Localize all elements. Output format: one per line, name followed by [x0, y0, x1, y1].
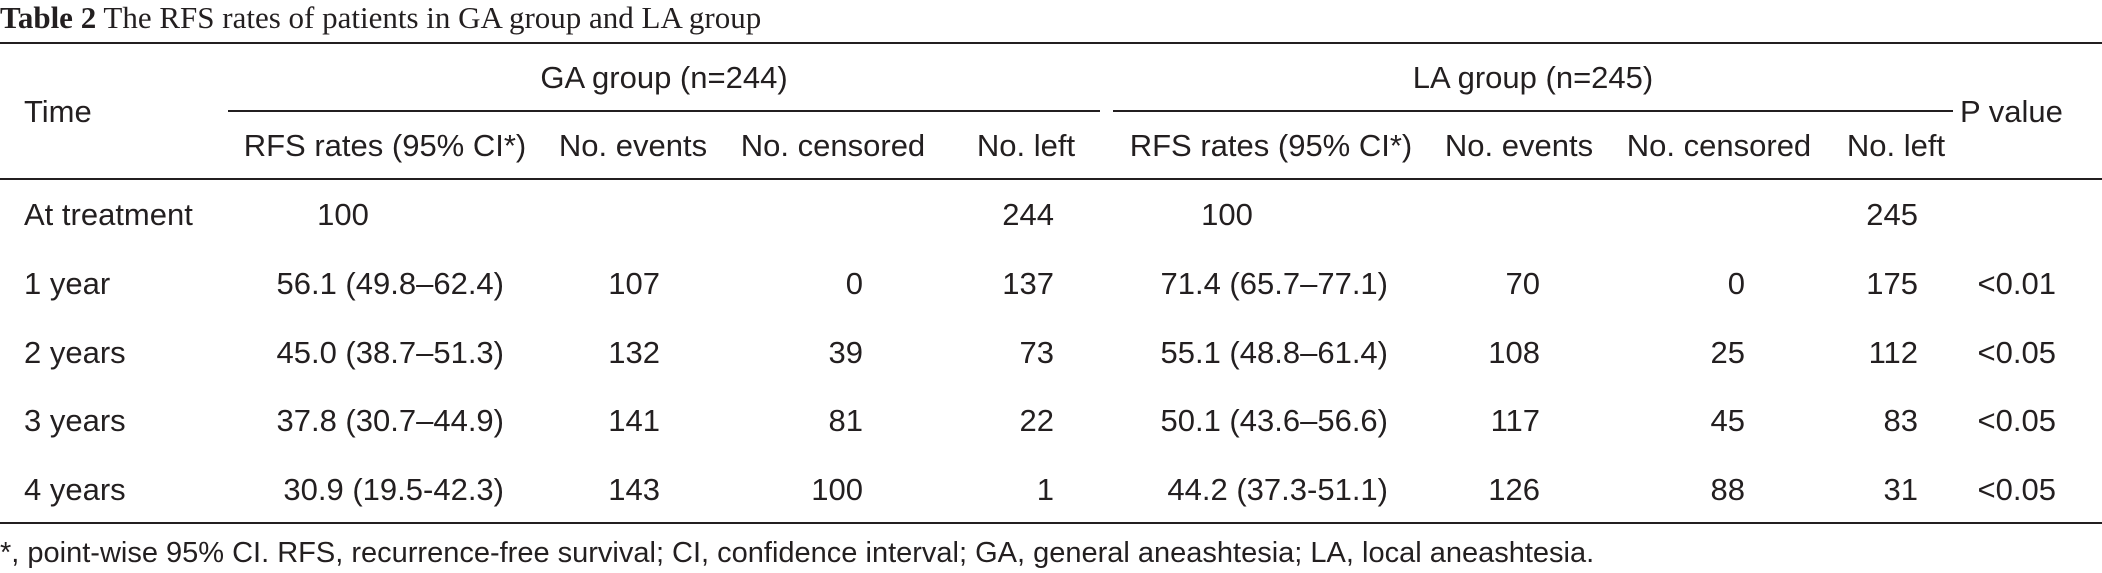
row-3-ga-events: 141: [608, 403, 660, 438]
row-1-la-censored: 0: [1727, 266, 1745, 301]
la-col-left: No. left: [1846, 128, 1946, 163]
row-3-la-rfs: 50.1 (43.6–56.6): [1160, 403, 1388, 438]
ga-col-events: No. events: [558, 128, 708, 163]
row-3-time: 3 years: [24, 403, 126, 438]
row-2-p-value: <0.05: [1977, 335, 2056, 370]
ga-group-underline: [228, 110, 1100, 112]
row-2-ga-events: 132: [608, 335, 660, 370]
ga-col-censored: No. censored: [740, 128, 926, 163]
table-caption-label: Table 2: [0, 0, 97, 35]
la-col-events: No. events: [1444, 128, 1594, 163]
row-1-ga-left: 137: [1002, 266, 1054, 301]
row-2-ga-left: 73: [1019, 335, 1054, 370]
row-3-la-left: 83: [1883, 403, 1918, 438]
row-4-la-left: 31: [1883, 472, 1918, 507]
row-0-la-rfs: 100: [1201, 197, 1253, 232]
header-p-value: P value: [1960, 94, 2063, 129]
row-1-la-rfs: 71.4 (65.7–77.1): [1160, 266, 1388, 301]
row-2-la-events: 108: [1488, 335, 1540, 370]
ga-col-left: No. left: [976, 128, 1076, 163]
row-3-la-events: 117: [1490, 403, 1540, 438]
bottom-rule: [0, 522, 2102, 524]
table-caption-title: The RFS rates of patients in GA group an…: [103, 0, 762, 35]
row-2-la-censored: 25: [1710, 335, 1745, 370]
row-3-ga-rfs: 37.8 (30.7–44.9): [276, 403, 504, 438]
row-2-la-left: 112: [1868, 335, 1918, 370]
row-1-p-value: <0.01: [1977, 266, 2056, 301]
header-rule: [0, 178, 2102, 180]
row-4-p-value: <0.05: [1977, 472, 2056, 507]
row-3-ga-left: 22: [1019, 403, 1054, 438]
top-rule: [0, 42, 2102, 44]
row-1-la-events: 70: [1505, 266, 1540, 301]
row-4-la-events: 126: [1488, 472, 1540, 507]
row-2-time: 2 years: [24, 335, 126, 370]
table-caption: Table 2 The RFS rates of patients in GA …: [0, 0, 761, 36]
row-4-ga-rfs: 30.9 (19.5-42.3): [283, 472, 504, 507]
row-4-la-rfs: 44.2 (37.3-51.1): [1167, 472, 1388, 507]
row-4-time: 4 years: [24, 472, 126, 507]
row-0-ga-rfs: 100: [317, 197, 369, 232]
ga-col-rfs: RFS rates (95% CI*): [243, 128, 527, 163]
table-footnote: *, point-wise 95% CI. RFS, recurrence-fr…: [0, 537, 1595, 569]
row-0-time: At treatment: [24, 197, 193, 232]
header-ga-group: GA group (n=244): [540, 60, 788, 95]
row-3-ga-censored: 81: [828, 403, 863, 438]
header-time: Time: [24, 94, 92, 129]
row-2-ga-censored: 39: [828, 335, 863, 370]
row-1-ga-events: 107: [608, 266, 660, 301]
row-1-la-left: 175: [1866, 266, 1918, 301]
row-2-la-rfs: 55.1 (48.8–61.4): [1160, 335, 1388, 370]
row-2-ga-rfs: 45.0 (38.7–51.3): [276, 335, 504, 370]
row-4-ga-censored: 100: [811, 472, 863, 507]
row-1-time: 1 year: [24, 266, 111, 301]
row-4-la-censored: 88: [1710, 472, 1745, 507]
row-0-ga-left: 244: [1002, 197, 1054, 232]
header-la-group: LA group (n=245): [1412, 60, 1654, 95]
row-1-ga-censored: 0: [845, 266, 863, 301]
la-col-censored: No. censored: [1626, 128, 1812, 163]
row-0-la-left: 245: [1866, 197, 1918, 232]
row-3-p-value: <0.05: [1977, 403, 2056, 438]
row-1-ga-rfs: 56.1 (49.8–62.4): [276, 266, 504, 301]
la-col-rfs: RFS rates (95% CI*): [1129, 128, 1413, 163]
row-4-ga-left: 1: [1036, 472, 1054, 507]
row-3-la-censored: 45: [1710, 403, 1745, 438]
row-4-ga-events: 143: [608, 472, 660, 507]
la-group-underline: [1113, 110, 1953, 112]
